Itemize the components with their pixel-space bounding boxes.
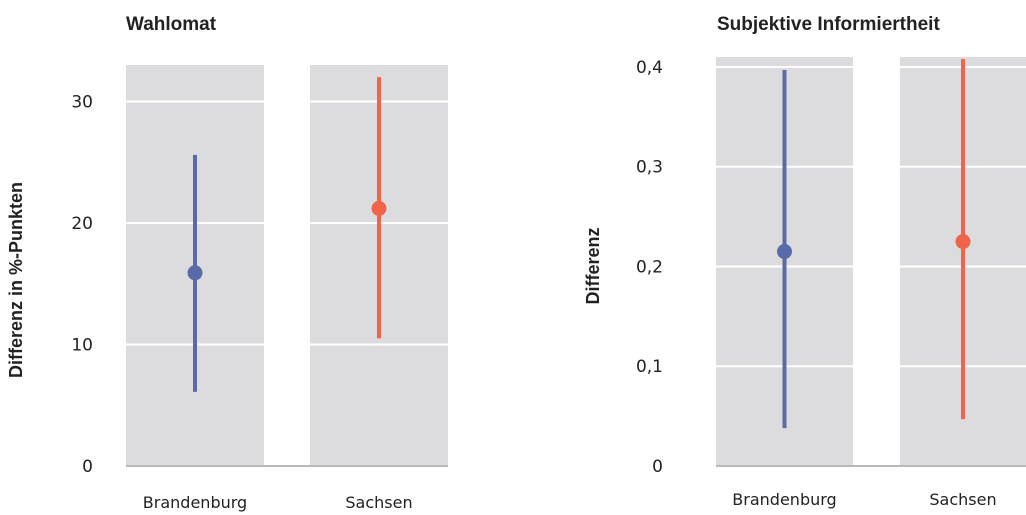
x-tick-label: Sachsen: [929, 490, 996, 509]
wahlomat-chart: Wahlomat Differenz in %-Punkten 0 10 20 30 B…: [6, 14, 448, 512]
chart-title: Wahlomat: [126, 14, 217, 35]
y-tick-label: 20: [71, 214, 93, 234]
y-tick-label: 0,3: [636, 158, 663, 178]
chart-title: Subjektive Informiertheit: [717, 14, 940, 35]
x-tick-label: Brandenburg: [143, 493, 247, 512]
y-axis-label: Differenz: [583, 227, 603, 304]
point-estimate-sachsen: [371, 200, 387, 216]
point-estimate-sachsen: [955, 234, 971, 250]
y-tick-label: 0: [82, 457, 93, 477]
y-tick-label: 30: [71, 92, 93, 112]
y-tick-label: 0,2: [636, 257, 663, 277]
y-tick-label: 0,4: [636, 58, 663, 78]
x-tick-label: Sachsen: [345, 493, 412, 512]
y-tick-label: 0: [652, 457, 663, 477]
x-tick-label: Brandenburg: [732, 490, 836, 509]
point-estimate-brandenburg: [187, 265, 203, 281]
y-axis-label: Differenz in %-Punkten: [6, 182, 26, 378]
informiertheit-chart: Subjektive Informiertheit Differenz 0 0,1…: [583, 14, 1026, 509]
y-tick-label: 10: [71, 335, 93, 355]
point-estimate-brandenburg: [777, 244, 792, 260]
y-tick-label: 0,1: [636, 357, 663, 377]
